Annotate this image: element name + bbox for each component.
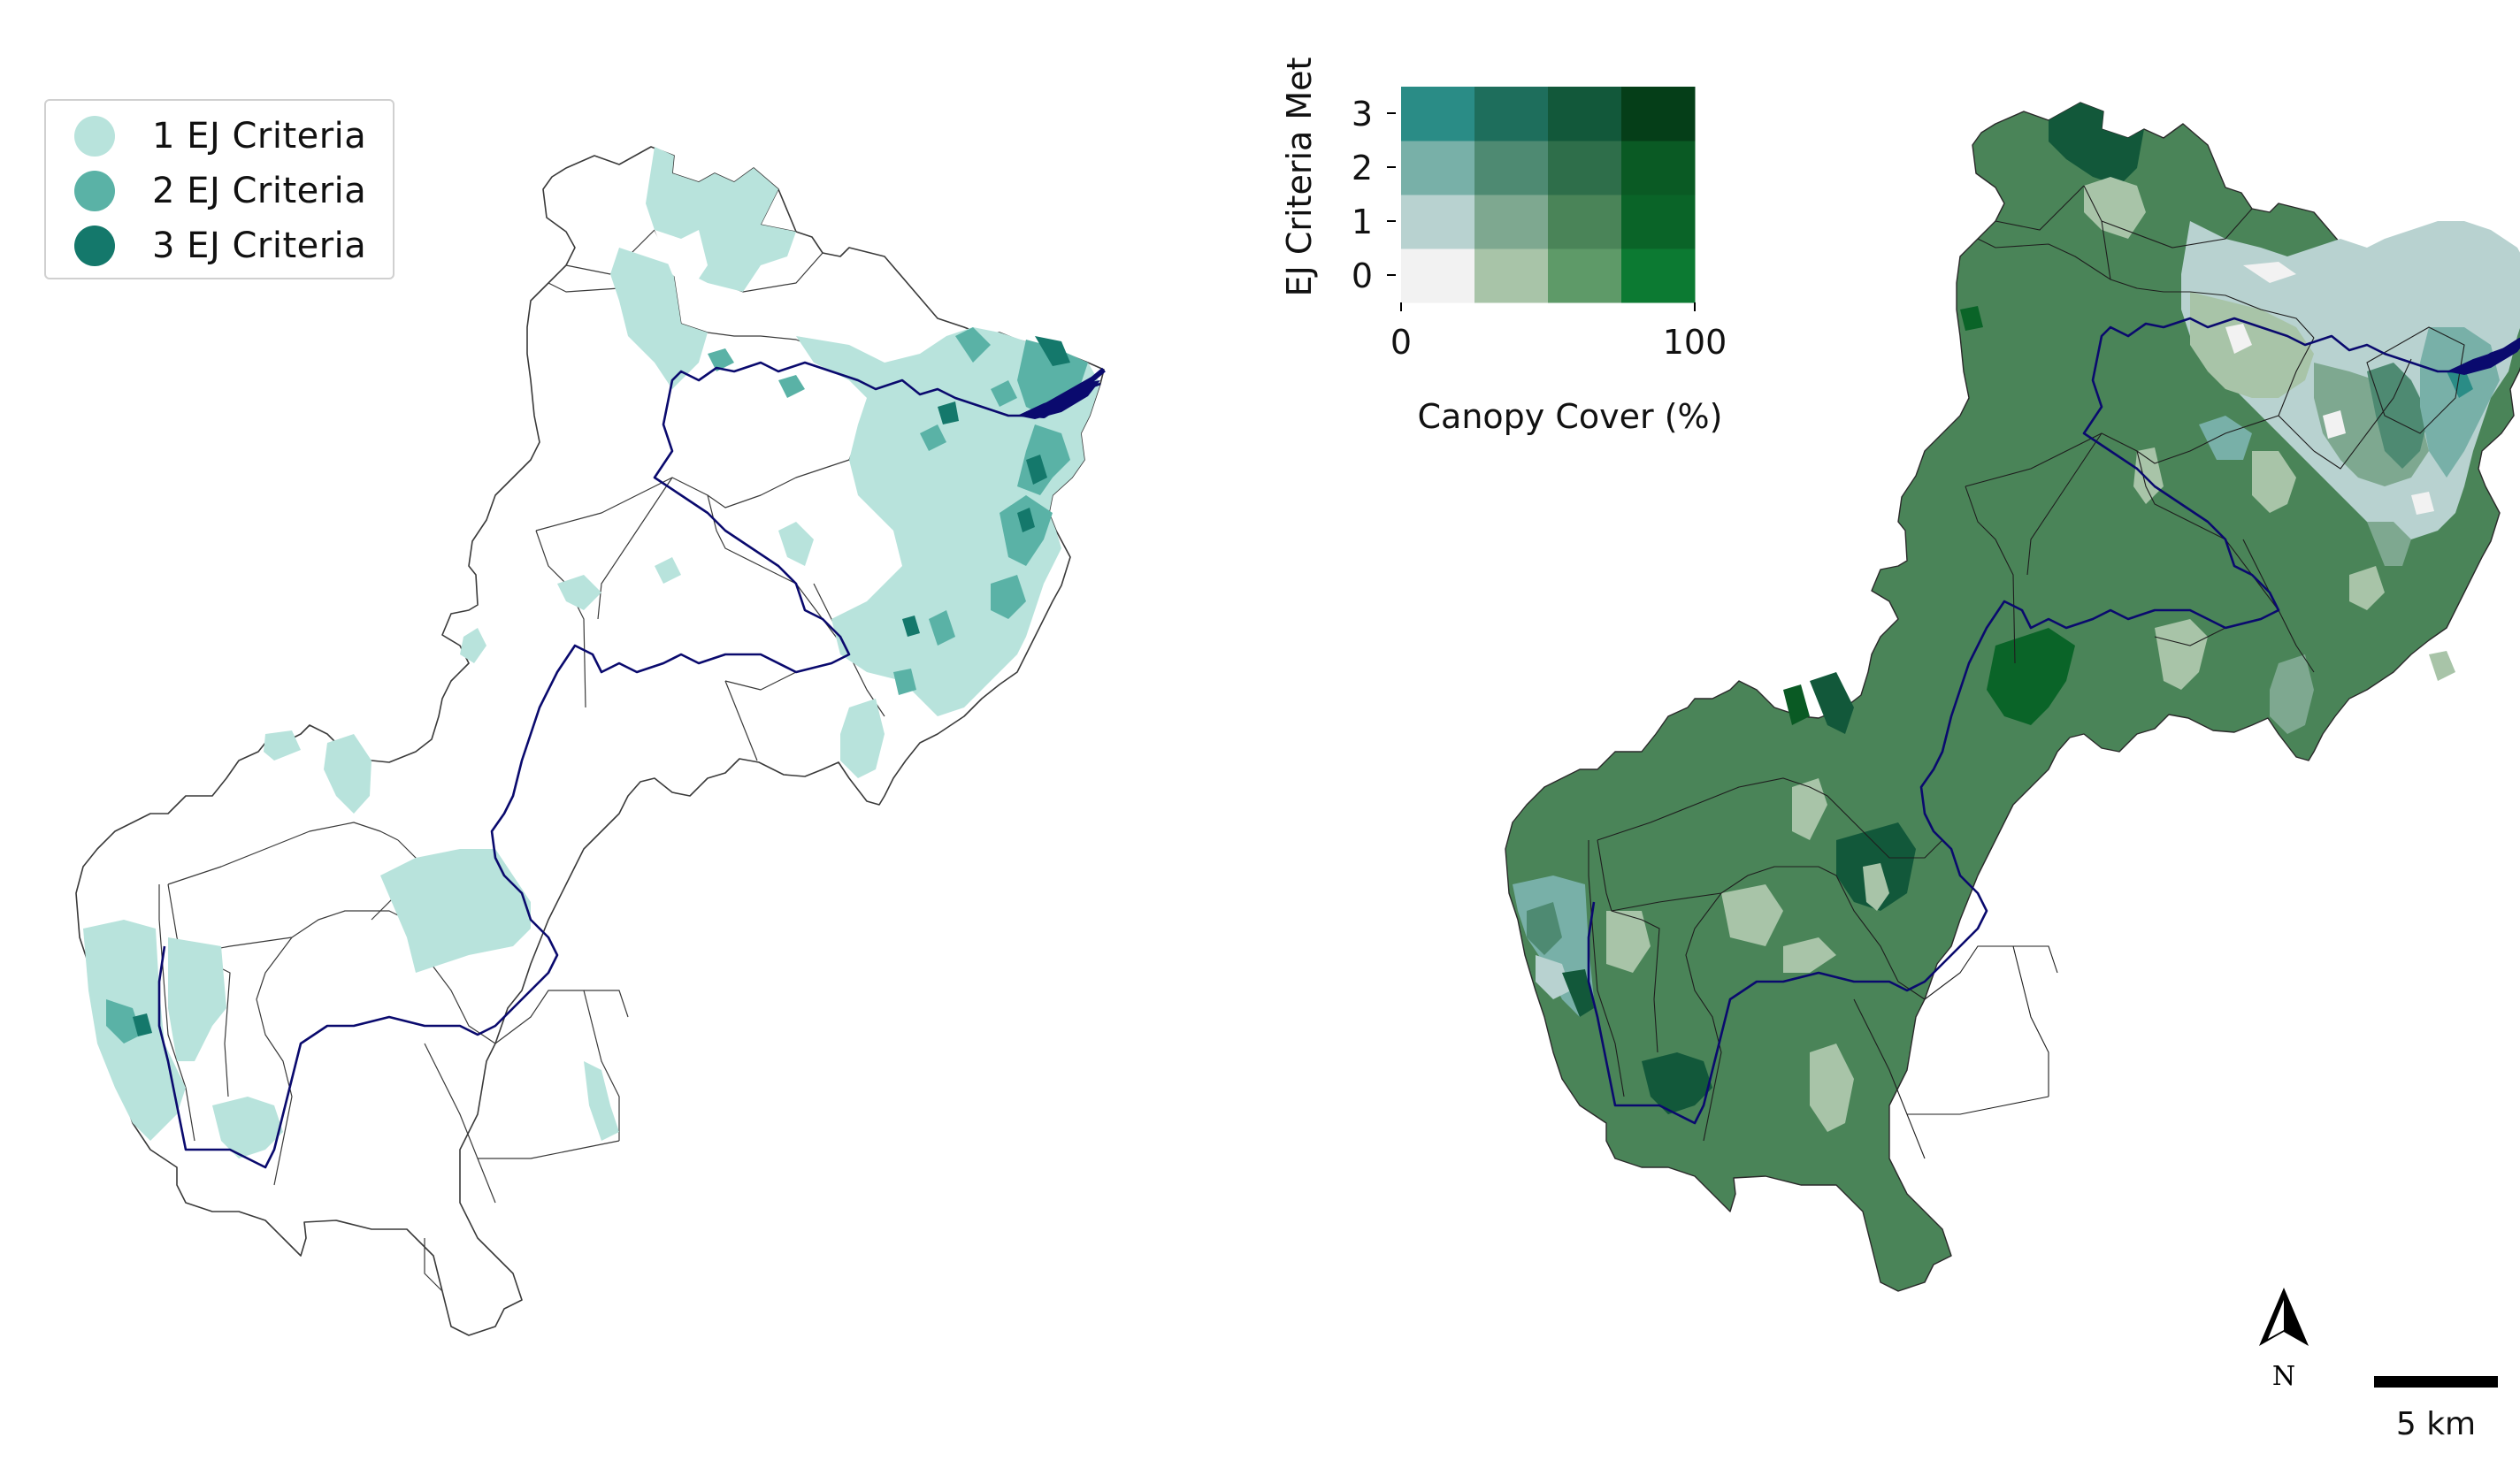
scale-bar-label: 5 km xyxy=(2396,1406,2476,1442)
bivariate-cell xyxy=(1621,87,1696,141)
right-map-boundaries xyxy=(1588,185,2465,1159)
left-map-ej-tracts xyxy=(83,147,1100,1158)
bivariate-cell xyxy=(1548,195,1622,249)
bivariate-cell xyxy=(1621,195,1696,249)
legend-item-ej-2: 2 EJ Criteria xyxy=(74,166,366,216)
bivariate-cell xyxy=(1401,87,1475,141)
left-map-legend: 1 EJ Criteria 2 EJ Criteria 3 EJ Criteri… xyxy=(44,99,394,279)
bivariate-cell xyxy=(1621,248,1696,303)
bivariate-cell xyxy=(1474,87,1549,141)
bivariate-cell xyxy=(1401,195,1475,249)
bivariate-cell xyxy=(1621,141,1696,195)
left-map-estuary xyxy=(1017,380,1100,419)
bivariate-x-label: Canopy Cover (%) xyxy=(1418,397,1723,436)
bivariate-cell xyxy=(1474,248,1549,303)
bivariate-y-tick: 2 xyxy=(1352,149,1373,187)
bivariate-cell xyxy=(1474,195,1549,249)
bivariate-x-tick: 100 xyxy=(1663,323,1727,362)
north-arrow-label: N xyxy=(2272,1361,2295,1392)
bivariate-y-tick: 0 xyxy=(1352,256,1373,295)
bivariate-legend-grid xyxy=(1401,87,1696,303)
bivariate-y-label: EJ Criteria Met xyxy=(1280,57,1319,297)
bivariate-cell xyxy=(1548,87,1622,141)
legend-marker-ej-2 xyxy=(74,171,115,211)
scale-bar xyxy=(2374,1376,2498,1388)
bivariate-legend-x-axis xyxy=(1400,302,1696,311)
bivariate-cell xyxy=(1548,248,1622,303)
north-arrow-icon xyxy=(2259,1288,2309,1346)
bivariate-y-tick: 3 xyxy=(1352,95,1373,134)
right-map-estuary xyxy=(2447,337,2520,375)
bivariate-legend-y-axis xyxy=(1387,112,1396,276)
bivariate-x-tick: 0 xyxy=(1390,323,1412,362)
right-map-river xyxy=(1587,317,2520,1125)
legend-item-ej-3: 3 EJ Criteria xyxy=(74,221,366,271)
legend-label: 1 EJ Criteria xyxy=(152,116,367,157)
ej-3-areas xyxy=(133,336,1070,1036)
bivariate-cell xyxy=(1401,248,1475,303)
legend-label: 2 EJ Criteria xyxy=(152,171,367,211)
legend-item-ej-1: 1 EJ Criteria xyxy=(74,111,366,161)
bivariate-cell xyxy=(1401,141,1475,195)
bivariate-cell xyxy=(1548,141,1622,195)
legend-label: 3 EJ Criteria xyxy=(152,226,367,266)
right-map-tracts xyxy=(1513,103,2520,1132)
bivariate-y-tick: 1 xyxy=(1352,203,1373,241)
bivariate-cell xyxy=(1474,141,1549,195)
legend-marker-ej-3 xyxy=(74,226,115,266)
ej-1-areas xyxy=(83,147,1100,1158)
legend-marker-ej-1 xyxy=(74,116,115,157)
